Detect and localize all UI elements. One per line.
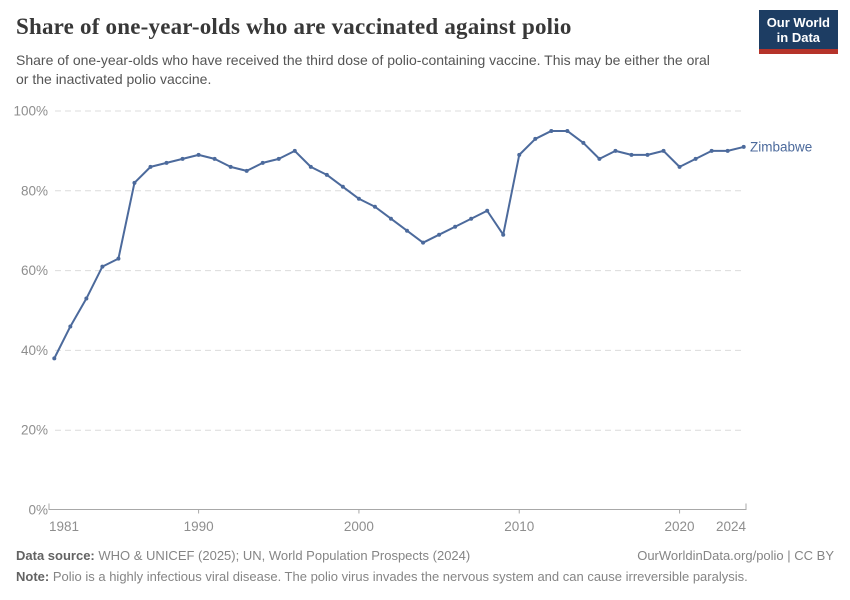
y-tick-label: 60% <box>21 263 48 278</box>
data-point <box>469 216 474 221</box>
data-point <box>549 128 554 133</box>
data-source-label: Data source: <box>16 548 95 563</box>
x-axis-line <box>48 503 747 510</box>
data-point <box>645 152 650 157</box>
owid-logo-line2: in Data <box>776 30 821 46</box>
footer-source-row: Data source: WHO & UNICEF (2025); UN, Wo… <box>16 548 834 563</box>
x-tick-label: 2000 <box>344 519 374 534</box>
data-point <box>84 296 89 301</box>
data-point <box>613 148 618 153</box>
data-point <box>244 168 249 173</box>
data-point <box>629 152 634 157</box>
data-point <box>661 148 666 153</box>
data-point <box>405 228 410 233</box>
data-point <box>260 160 265 165</box>
x-tick-label: 2010 <box>504 519 534 534</box>
x-tick-label: 1981 <box>49 519 79 534</box>
data-point <box>693 156 698 161</box>
data-point <box>276 156 281 161</box>
data-point <box>212 156 217 161</box>
data-point <box>324 172 329 177</box>
data-point <box>597 156 602 161</box>
series-label-zimbabwe: Zimbabwe <box>750 139 812 154</box>
chart-title: Share of one-year-olds who are vaccinate… <box>16 14 572 39</box>
note-value: Polio is a highly infectious viral disea… <box>52 569 748 584</box>
data-point <box>132 180 137 185</box>
owid-logo: Our World in Data <box>758 10 838 54</box>
data-point <box>164 160 169 165</box>
data-point <box>340 184 345 189</box>
zimbabwe-line <box>53 129 745 360</box>
x-tick-label: 1990 <box>184 519 214 534</box>
data-source-value: WHO & UNICEF (2025); UN, World Populatio… <box>98 548 471 563</box>
data-point <box>709 148 714 153</box>
data-point <box>52 356 57 361</box>
data-point <box>581 140 586 145</box>
data-point <box>725 148 730 153</box>
chart-subtitle: Share of one-year-olds who have received… <box>16 52 710 88</box>
data-point <box>437 232 442 237</box>
data-point <box>100 264 105 269</box>
data-point <box>453 224 458 229</box>
data-source-text: Data source: WHO & UNICEF (2025); UN, Wo… <box>16 548 470 563</box>
data-point <box>517 152 522 157</box>
y-tick-label: 40% <box>21 343 48 358</box>
y-tick-label: 100% <box>13 104 48 119</box>
data-point <box>292 148 297 153</box>
x-tick-label: 2020 <box>665 519 695 534</box>
data-point <box>677 164 682 169</box>
data-point <box>372 204 377 209</box>
owid-cc-link[interactable]: OurWorldinData.org/polio | CC BY <box>637 548 834 563</box>
data-point <box>356 196 361 201</box>
data-point <box>485 208 490 213</box>
data-point <box>533 136 538 141</box>
note-label: Note: <box>16 569 50 584</box>
y-tick-label: 0% <box>28 503 48 518</box>
data-point <box>148 164 153 169</box>
data-point <box>501 232 506 237</box>
data-point <box>68 324 73 329</box>
data-point <box>388 216 393 221</box>
data-point <box>308 164 313 169</box>
data-point <box>196 152 201 157</box>
owid-logo-line1: Our World <box>766 15 830 30</box>
data-point <box>565 128 570 133</box>
data-point <box>421 240 426 245</box>
data-point <box>228 164 233 169</box>
data-point <box>180 156 185 161</box>
data-point <box>116 256 121 261</box>
data-point <box>741 144 746 149</box>
footer-note: Note: Polio is a highly infectious viral… <box>16 569 834 584</box>
x-tick-label: 2024 <box>716 519 747 534</box>
y-tick-label: 20% <box>21 423 48 438</box>
y-tick-label: 80% <box>21 183 48 198</box>
